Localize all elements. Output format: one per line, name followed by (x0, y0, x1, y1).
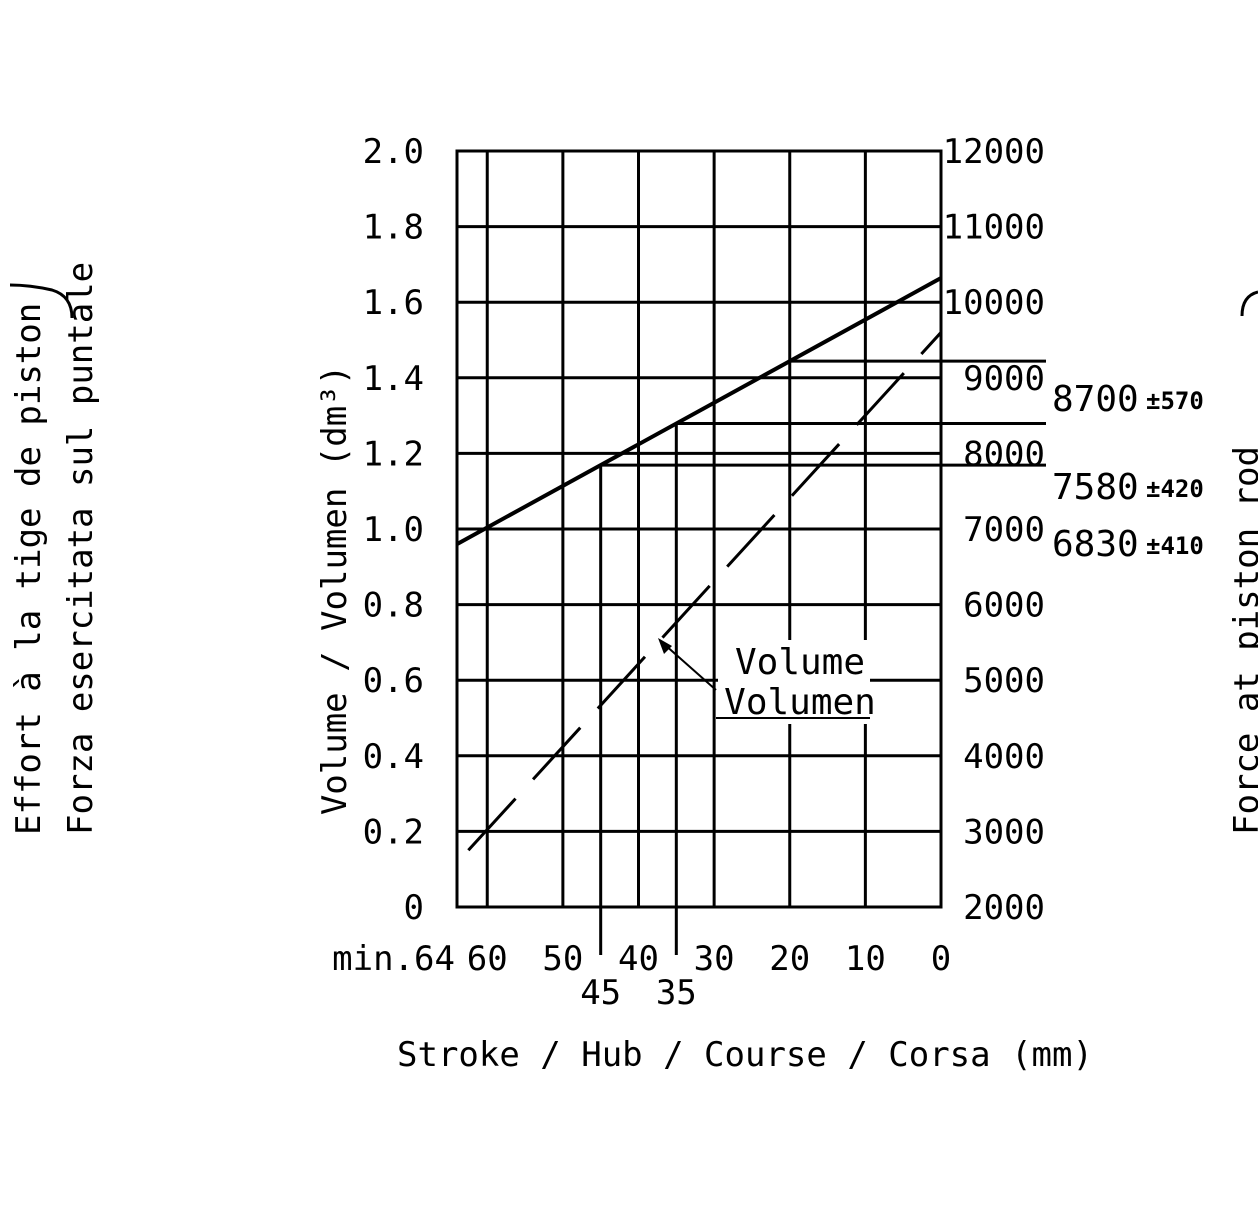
series-label-volumen: Volumen (724, 682, 876, 723)
grid (455, 149, 943, 909)
force-label: 8700 (1052, 379, 1139, 420)
right-brace (1240, 290, 1258, 317)
force-label: 7580 (1052, 467, 1139, 508)
y-right-tick-label: 6000 (963, 586, 1045, 626)
y-right-tick-label: 2000 (963, 888, 1045, 928)
force-series-line (456, 276, 942, 546)
x-marked-tick-label: 35 (656, 973, 697, 1013)
volume-series-line (467, 331, 943, 852)
callout-leader (663, 643, 717, 691)
y-right-tick-label: 4000 (963, 737, 1045, 777)
y-left-tick-label: 0.2 (363, 812, 424, 852)
force-tolerance: ±420 (1146, 475, 1204, 503)
y-right-tick-label: 8000 (963, 434, 1045, 474)
y-axis-title-right: Force at piston rod (1227, 446, 1258, 835)
y-right-tick-label: 12000 (943, 132, 1045, 172)
left-side-label-it: Forza esercitata sul puntale (61, 262, 101, 835)
left-brace (9, 283, 74, 319)
x-tick-label: 50 (542, 939, 583, 979)
x-tick-label: 20 (769, 939, 810, 979)
series-callout: Volume Volumen (658, 638, 876, 724)
x-tick-label: 60 (467, 939, 508, 979)
series-label-volume: Volume (735, 642, 865, 683)
y-left-tick-label: 1.0 (363, 510, 424, 550)
x-tick-label: min.64 (332, 939, 455, 979)
callout-arrowhead (658, 638, 672, 654)
left-side-label-fr: Effort à la tige de piston (9, 303, 49, 835)
y-left-tick-label: 1.6 (363, 283, 424, 323)
x-tick-label: 30 (694, 939, 735, 979)
marker-lines (599, 359, 1046, 955)
y-left-tick-label: 0.6 (363, 661, 424, 701)
y-right-tick-label: 3000 (963, 812, 1045, 852)
y-right-tick-label: 7000 (963, 510, 1045, 550)
force-label: 6830 (1052, 524, 1139, 565)
y-right-tick-label: 5000 (963, 661, 1045, 701)
y-right-tick-label: 10000 (943, 283, 1045, 323)
x-tick-label: 0 (931, 939, 951, 979)
y-left-tick-label: 2.0 (363, 132, 424, 172)
x-marked-tick-label: 45 (580, 973, 621, 1013)
x-axis-title: Stroke / Hub / Course / Corsa (mm) (397, 1035, 1093, 1075)
y-left-tick-label: 1.2 (363, 434, 424, 474)
force-tolerance: ±570 (1146, 387, 1204, 415)
series-lines (456, 276, 943, 852)
y-right-tick-label: 9000 (963, 359, 1045, 399)
x-tick-label: 10 (845, 939, 886, 979)
y-axis-title-left: Volume / Volumen (dm³) (315, 365, 355, 815)
x-tick-label: 40 (618, 939, 659, 979)
y-right-tick-label: 11000 (943, 208, 1045, 248)
y-left-tick-label: 1.8 (363, 208, 424, 248)
y-left-tick-label: 1.4 (363, 359, 424, 399)
y-left-tick-label: 0.8 (363, 586, 424, 626)
y-left-tick-label: 0 (404, 888, 424, 928)
force-tolerance: ±410 (1146, 532, 1204, 560)
y-left-tick-label: 0.4 (363, 737, 424, 777)
